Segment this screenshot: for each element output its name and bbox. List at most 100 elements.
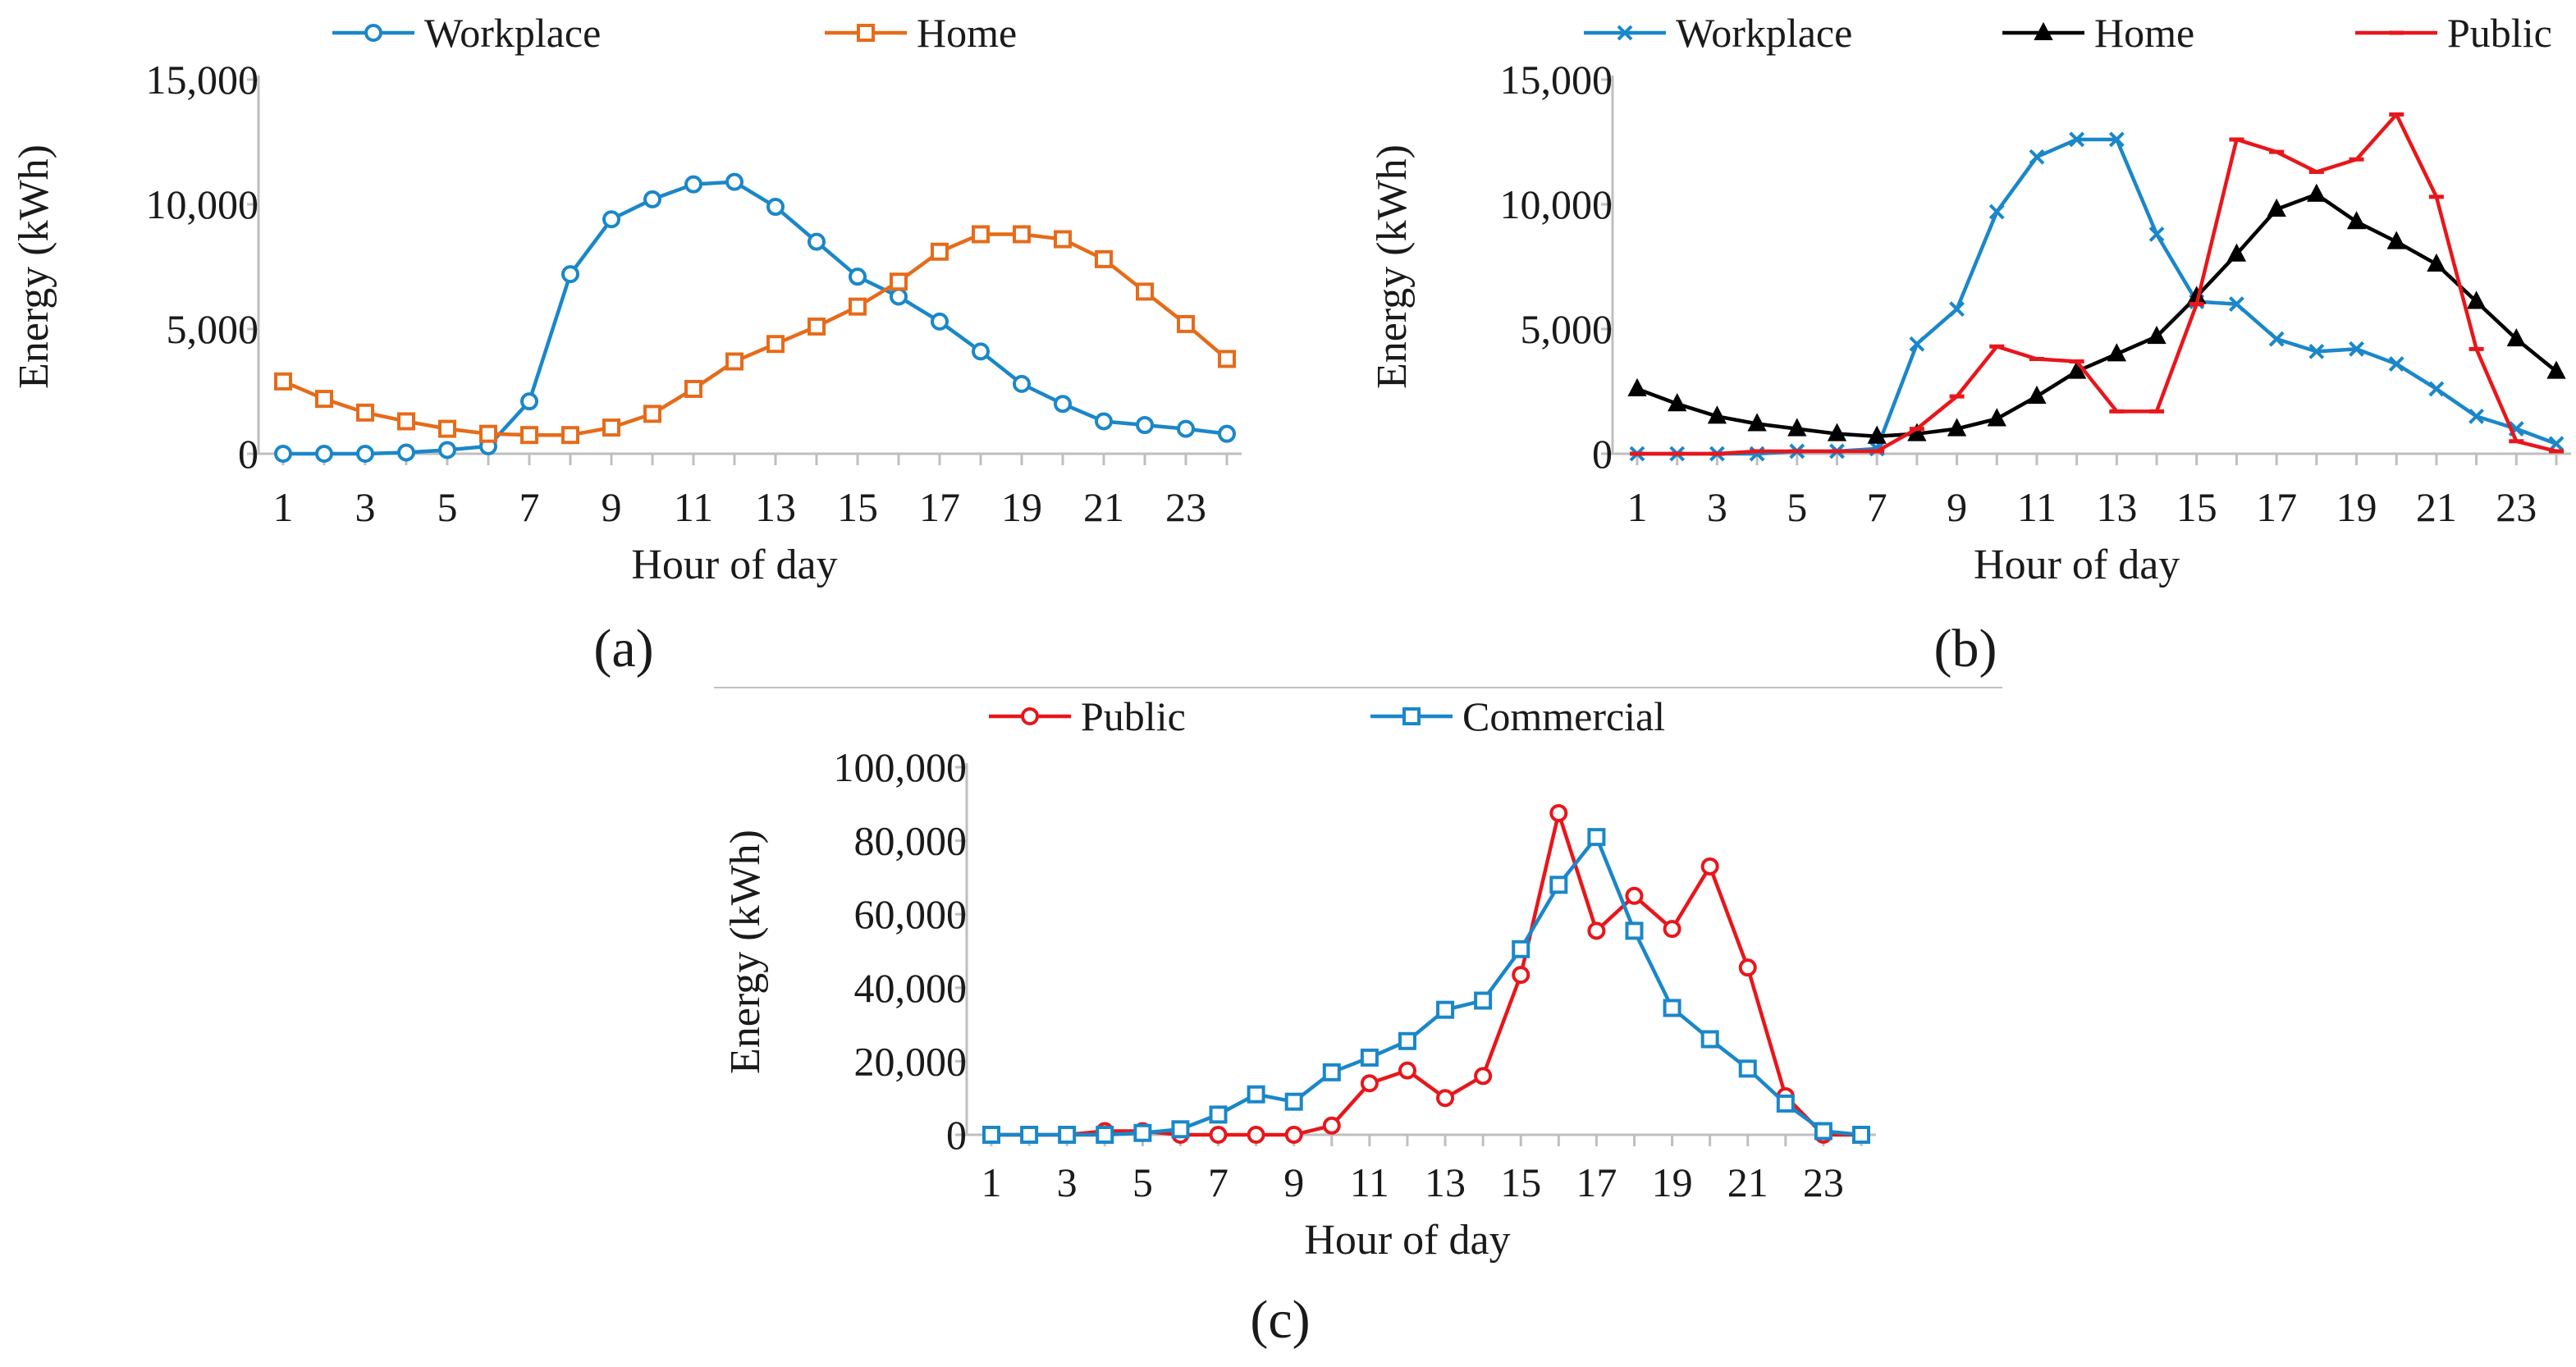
legend-label: Home xyxy=(2094,10,2194,56)
data-point xyxy=(1209,1105,1228,1124)
data-point xyxy=(1058,1126,1077,1144)
data-point xyxy=(2546,360,2566,379)
data-point xyxy=(2267,198,2286,217)
data-point xyxy=(1700,1030,1719,1049)
legend-marker xyxy=(1402,707,1421,725)
y-axis-title: Energy (kWh) xyxy=(722,830,769,1074)
data-point xyxy=(2147,325,2166,345)
x-tick-label: 17 xyxy=(919,484,960,530)
data-point xyxy=(1987,408,2006,427)
data-point xyxy=(1587,828,1606,847)
data-point xyxy=(1177,419,1195,438)
data-point xyxy=(849,267,867,286)
series-line-home xyxy=(1636,192,2558,438)
data-point xyxy=(1663,999,1681,1017)
data-point xyxy=(1136,282,1154,301)
series-workplace xyxy=(274,172,1236,463)
series-public xyxy=(982,804,1870,1144)
data-point xyxy=(1177,314,1195,333)
legend-marker xyxy=(857,24,875,42)
data-point xyxy=(1020,1126,1039,1144)
x-tick-label: 9 xyxy=(1947,484,1967,530)
y-tick-label: 10,000 xyxy=(1500,181,1613,227)
data-point xyxy=(2428,381,2445,397)
x-tick-label: 5 xyxy=(1787,484,1807,530)
data-point xyxy=(1398,1031,1416,1050)
data-point xyxy=(2229,296,2244,313)
data-point xyxy=(1700,857,1719,876)
x-tick-label: 3 xyxy=(1057,1159,1078,1205)
x-tick-label: 13 xyxy=(2096,484,2137,530)
data-point xyxy=(1625,921,1644,940)
data-point xyxy=(1360,1048,1379,1067)
x-tick-label: 5 xyxy=(1132,1159,1153,1205)
x-tick-label: 19 xyxy=(1652,1159,1693,1205)
data-point xyxy=(643,190,661,208)
data-point xyxy=(2468,408,2485,424)
legend-marker xyxy=(1617,25,1633,41)
data-point xyxy=(479,424,497,443)
data-point xyxy=(520,392,538,411)
data-point xyxy=(972,342,990,361)
x-tick-label: 19 xyxy=(1001,484,1042,530)
x-tick-label: 21 xyxy=(2416,484,2457,530)
data-point xyxy=(1474,1067,1493,1086)
chart-panel-b: 1 3 5 7 9 11 13 15 17 19 21 2305,00010,00015,000Hou… xyxy=(1369,10,2571,679)
data-point xyxy=(1787,418,1807,437)
data-point xyxy=(2506,328,2526,347)
data-point xyxy=(2029,149,2045,165)
data-point xyxy=(1013,225,1031,244)
x-tick-label: 17 xyxy=(2256,484,2297,530)
legend-item-public: Public xyxy=(2355,10,2552,56)
data-point xyxy=(1947,418,1967,437)
data-point xyxy=(684,175,702,194)
data-point xyxy=(561,265,579,284)
data-point xyxy=(2268,331,2285,347)
legend-marker xyxy=(1021,707,1039,725)
data-point xyxy=(1133,1123,1152,1142)
series-public xyxy=(1630,112,2564,456)
data-point xyxy=(1852,1126,1870,1144)
data-point xyxy=(438,441,456,459)
data-point xyxy=(397,443,415,462)
data-point xyxy=(2069,131,2085,148)
x-tick-label: 9 xyxy=(602,484,622,530)
x-tick-label: 13 xyxy=(755,484,796,530)
data-point xyxy=(2107,343,2127,362)
data-point xyxy=(849,297,867,316)
legend-label: Public xyxy=(1081,693,1186,739)
data-point xyxy=(2226,243,2247,262)
data-point xyxy=(1436,1000,1455,1019)
data-point xyxy=(1218,350,1236,368)
data-point xyxy=(1909,336,1925,352)
legend-item-public: Public xyxy=(989,693,1186,739)
data-point xyxy=(931,312,949,331)
data-point xyxy=(2349,341,2364,357)
data-point xyxy=(1474,991,1493,1010)
legend-label: Home xyxy=(917,10,1017,56)
legend-label: Workplace xyxy=(424,10,601,56)
x-tick-label: 17 xyxy=(1576,1159,1617,1205)
legend-item-commercial: Commercial xyxy=(1370,693,1665,739)
data-point xyxy=(1827,423,1847,441)
data-point xyxy=(1814,1122,1832,1141)
data-point xyxy=(972,225,990,244)
x-axis-title: Hour of day xyxy=(631,542,837,588)
series-home xyxy=(1627,183,2566,444)
data-point xyxy=(1247,1126,1265,1144)
x-tick-label: 11 xyxy=(1350,1159,1389,1205)
legend-item-home: Home xyxy=(2002,10,2194,56)
panel-label: (a) xyxy=(593,619,653,679)
x-tick-label: 15 xyxy=(837,484,878,530)
x-tick-label: 7 xyxy=(1867,484,1887,530)
data-point xyxy=(725,172,744,191)
data-point xyxy=(1587,921,1606,940)
legend-label: Commercial xyxy=(1462,693,1665,739)
data-point xyxy=(808,232,826,251)
data-point xyxy=(1322,1063,1341,1081)
x-tick-label: 23 xyxy=(1165,484,1206,530)
y-tick-label: 15,000 xyxy=(146,57,259,103)
data-point xyxy=(438,419,456,438)
data-point xyxy=(1360,1074,1379,1093)
data-point xyxy=(2386,231,2406,249)
